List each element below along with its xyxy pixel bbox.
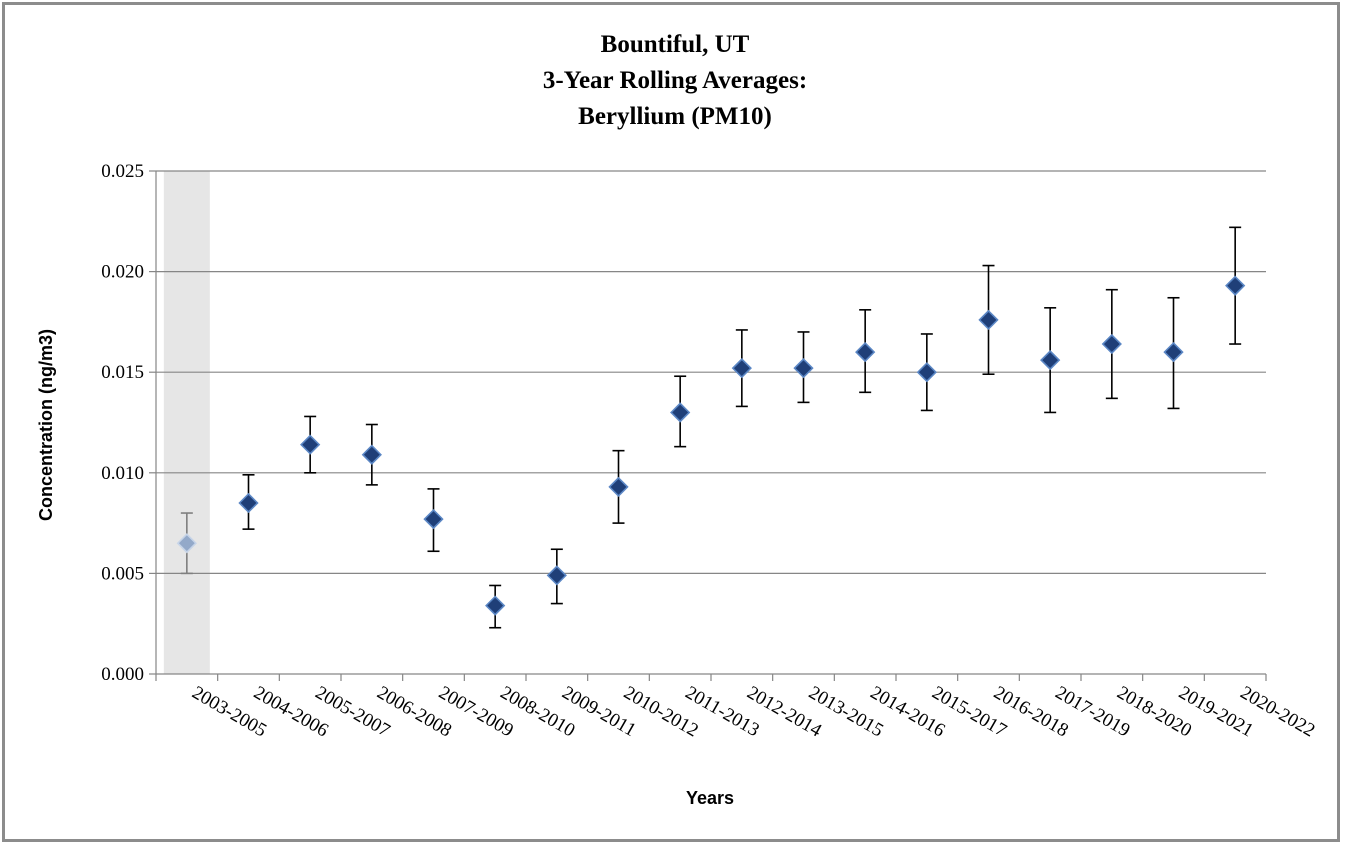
data-point-2005-2007: [300, 434, 321, 455]
data-point-2015-2017: [916, 362, 937, 383]
axis-layer: [149, 170, 1267, 681]
x-axis-label: Years: [686, 788, 734, 808]
data-point-2006-2008: [361, 444, 382, 465]
data-point-2016-2018: [978, 309, 999, 331]
x-tick-labels: 2003-20052004-20062005-20072006-20082007…: [188, 682, 1318, 742]
y-tick-label: 0.010: [101, 463, 144, 484]
y-tick-label: 0.015: [101, 362, 144, 383]
data-point-2014-2016: [855, 341, 876, 363]
highlight-band-2003-2005: [163, 171, 210, 674]
data-point-2011-2013: [670, 402, 691, 423]
marker-layer: [176, 275, 1246, 616]
data-point-2004-2006: [238, 492, 259, 514]
chart-title-line-3: Beryllium (PM10): [578, 103, 772, 130]
data-point-2013-2015: [793, 358, 814, 379]
data-point-2010-2012: [608, 476, 629, 498]
chart-title-line-2: 3-Year Rolling Averages:: [543, 67, 807, 94]
data-point-2007-2009: [423, 508, 444, 530]
y-tick-label: 0.000: [101, 664, 144, 685]
data-point-2018-2020: [1101, 333, 1122, 355]
data-point-2009-2011: [546, 565, 567, 586]
y-tick-labels: 0.000 0.005 0.010 0.015 0.020 0.025: [101, 161, 144, 685]
data-point-2020-2022: [1225, 275, 1246, 296]
highlight-band-layer: [163, 171, 210, 674]
data-point-2012-2014: [731, 358, 752, 379]
chart-title-line-1: Bountiful, UT: [601, 31, 750, 58]
y-axis-label: Concentration (ng/m3): [36, 329, 56, 521]
y-tick-label: 0.025: [101, 161, 144, 182]
data-point-2017-2019: [1040, 349, 1061, 371]
gridline-layer: [156, 170, 1266, 575]
error-bar-layer: [180, 226, 1242, 629]
chart-title: Bountiful, UT 3-Year Rolling Averages: B…: [543, 31, 807, 130]
data-point-2003-2005: [176, 533, 197, 554]
y-tick-label: 0.005: [101, 563, 144, 584]
data-point-2008-2010: [485, 595, 506, 616]
data-point-2019-2021: [1163, 341, 1184, 363]
y-tick-label: 0.020: [101, 262, 144, 283]
